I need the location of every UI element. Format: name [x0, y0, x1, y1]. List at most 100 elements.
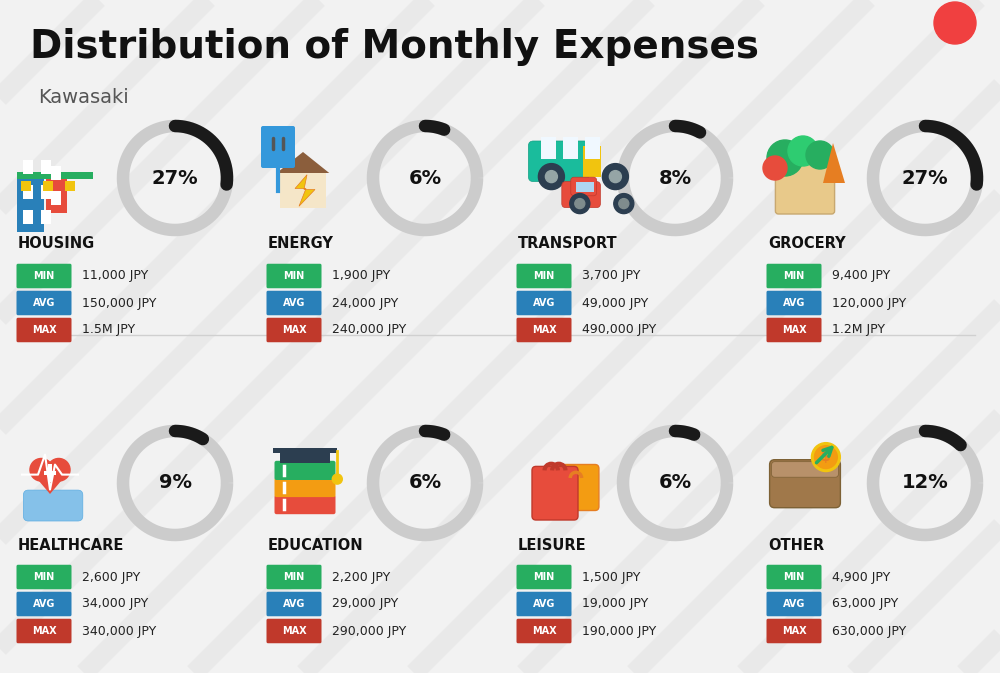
Text: 3,700 JPY: 3,700 JPY	[582, 269, 640, 283]
FancyBboxPatch shape	[266, 618, 322, 643]
Circle shape	[575, 199, 585, 209]
Text: MAX: MAX	[782, 626, 806, 636]
Text: 63,000 JPY: 63,000 JPY	[832, 598, 898, 610]
FancyBboxPatch shape	[767, 592, 822, 616]
Text: 6%: 6%	[408, 168, 442, 188]
Text: AVG: AVG	[33, 599, 55, 609]
Text: AVG: AVG	[283, 599, 305, 609]
FancyBboxPatch shape	[266, 318, 322, 343]
Text: MIN: MIN	[33, 572, 55, 582]
FancyBboxPatch shape	[528, 141, 589, 182]
Text: 27%: 27%	[152, 168, 198, 188]
Polygon shape	[277, 152, 329, 173]
FancyBboxPatch shape	[516, 291, 572, 315]
FancyBboxPatch shape	[266, 565, 322, 590]
FancyBboxPatch shape	[43, 180, 53, 190]
Text: 240,000 JPY: 240,000 JPY	[332, 324, 406, 336]
FancyBboxPatch shape	[767, 618, 822, 643]
Text: MAX: MAX	[532, 325, 556, 335]
Text: 9%: 9%	[158, 474, 192, 493]
Text: AVG: AVG	[533, 298, 555, 308]
Text: HOUSING: HOUSING	[18, 236, 95, 250]
FancyBboxPatch shape	[44, 470, 56, 475]
Text: MAX: MAX	[32, 626, 56, 636]
Circle shape	[788, 136, 818, 166]
Text: 1,900 JPY: 1,900 JPY	[332, 269, 390, 283]
Text: MIN: MIN	[33, 271, 55, 281]
Text: MAX: MAX	[282, 626, 306, 636]
FancyBboxPatch shape	[16, 318, 72, 343]
FancyBboxPatch shape	[571, 177, 597, 196]
FancyBboxPatch shape	[767, 318, 822, 343]
FancyBboxPatch shape	[41, 210, 51, 224]
Circle shape	[811, 443, 840, 472]
Text: 6%: 6%	[408, 474, 442, 493]
Text: 12%: 12%	[902, 474, 948, 493]
FancyBboxPatch shape	[23, 210, 33, 224]
Text: 9,400 JPY: 9,400 JPY	[832, 269, 890, 283]
Text: 6%: 6%	[658, 474, 692, 493]
FancyBboxPatch shape	[562, 182, 600, 207]
Text: MIN: MIN	[283, 271, 305, 281]
Text: 8%: 8%	[658, 168, 692, 188]
FancyBboxPatch shape	[767, 264, 822, 288]
Text: MAX: MAX	[532, 626, 556, 636]
Circle shape	[47, 458, 70, 481]
Circle shape	[763, 156, 787, 180]
FancyBboxPatch shape	[585, 137, 600, 159]
FancyBboxPatch shape	[41, 185, 51, 199]
FancyBboxPatch shape	[16, 291, 72, 315]
FancyBboxPatch shape	[23, 185, 33, 199]
Text: MAX: MAX	[282, 325, 306, 335]
FancyBboxPatch shape	[280, 452, 330, 463]
Text: MAX: MAX	[782, 325, 806, 335]
Circle shape	[609, 170, 621, 182]
Circle shape	[934, 2, 976, 44]
Text: 24,000 JPY: 24,000 JPY	[332, 297, 398, 310]
Text: AVG: AVG	[533, 599, 555, 609]
Text: EDUCATION: EDUCATION	[268, 538, 364, 553]
Text: $: $	[821, 450, 831, 464]
FancyBboxPatch shape	[16, 592, 72, 616]
FancyBboxPatch shape	[51, 166, 61, 180]
FancyBboxPatch shape	[266, 291, 322, 315]
FancyBboxPatch shape	[65, 180, 75, 190]
Text: AVG: AVG	[783, 599, 805, 609]
Text: MAX: MAX	[32, 325, 56, 335]
Text: 340,000 JPY: 340,000 JPY	[82, 625, 156, 637]
FancyBboxPatch shape	[516, 318, 572, 343]
FancyBboxPatch shape	[583, 146, 601, 176]
Text: 27%: 27%	[902, 168, 948, 188]
Circle shape	[570, 194, 590, 213]
FancyBboxPatch shape	[775, 159, 835, 214]
Circle shape	[806, 141, 834, 169]
Text: 290,000 JPY: 290,000 JPY	[332, 625, 406, 637]
Text: Kawasaki: Kawasaki	[38, 88, 129, 107]
FancyBboxPatch shape	[273, 448, 337, 454]
FancyBboxPatch shape	[46, 179, 67, 213]
Circle shape	[619, 199, 629, 209]
FancyBboxPatch shape	[767, 565, 822, 590]
FancyBboxPatch shape	[559, 464, 599, 511]
Circle shape	[545, 170, 557, 182]
Text: MIN: MIN	[283, 572, 305, 582]
FancyBboxPatch shape	[280, 173, 326, 208]
FancyBboxPatch shape	[16, 565, 72, 590]
FancyBboxPatch shape	[767, 291, 822, 315]
Text: HEALTHCARE: HEALTHCARE	[18, 538, 124, 553]
Text: AVG: AVG	[783, 298, 805, 308]
Text: 1.5M JPY: 1.5M JPY	[82, 324, 135, 336]
FancyBboxPatch shape	[274, 478, 335, 497]
FancyBboxPatch shape	[17, 179, 44, 232]
FancyBboxPatch shape	[274, 495, 335, 514]
Circle shape	[767, 140, 803, 176]
FancyBboxPatch shape	[17, 172, 93, 179]
Polygon shape	[823, 143, 845, 183]
Circle shape	[602, 164, 628, 190]
FancyBboxPatch shape	[516, 264, 572, 288]
Text: 2,600 JPY: 2,600 JPY	[82, 571, 140, 583]
Text: 29,000 JPY: 29,000 JPY	[332, 598, 398, 610]
FancyBboxPatch shape	[274, 461, 335, 480]
Text: AVG: AVG	[33, 298, 55, 308]
FancyBboxPatch shape	[51, 191, 61, 205]
